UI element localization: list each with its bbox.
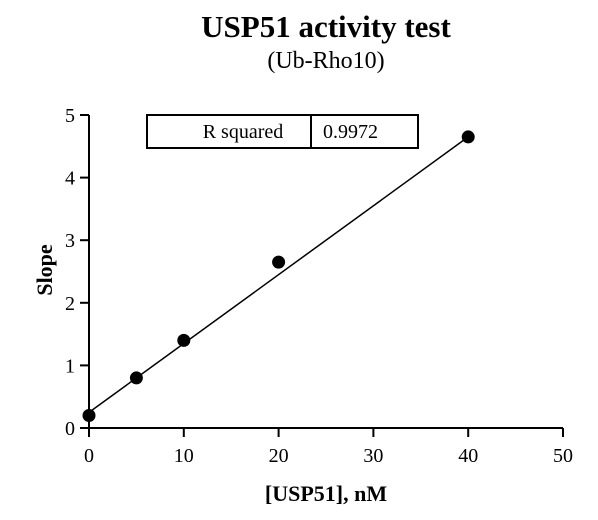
x-tick-label: 0: [84, 445, 94, 467]
x-tick-label: 50: [553, 445, 573, 467]
x-tick-label: 30: [363, 445, 383, 467]
r-squared-value: 0.9972: [323, 121, 378, 143]
data-point: [129, 371, 143, 385]
data-point: [177, 333, 191, 347]
y-tick-label: 5: [65, 105, 75, 127]
chart-title: USP51 activity test: [201, 9, 451, 44]
y-tick-label: 4: [65, 168, 75, 190]
x-tick-label: 10: [174, 445, 194, 467]
y-axis-label: Slope: [32, 244, 57, 296]
data-point: [82, 408, 96, 422]
y-tick-label: 1: [65, 355, 75, 377]
data-point: [272, 255, 286, 269]
x-tick-label: 20: [269, 445, 289, 467]
x-tick-label: 40: [458, 445, 478, 467]
data-point: [461, 130, 475, 144]
x-axis-label: [USP51], nM: [265, 481, 387, 506]
y-axis-ticks: 0 1 2 3 4 5: [65, 105, 89, 440]
y-tick-label: 2: [65, 293, 75, 315]
r-squared-table: R squared 0.9972: [146, 114, 419, 149]
r-squared-table-border: [146, 114, 419, 149]
y-tick-label: 0: [65, 418, 75, 440]
y-tick-label: 3: [65, 230, 75, 252]
r-squared-label: R squared: [203, 121, 284, 143]
x-axis-ticks: 0 10 20 30 40 50: [84, 428, 573, 467]
chart-subtitle: (Ub-Rho10): [267, 48, 384, 74]
regression-line: [88, 136, 469, 413]
data-points: [82, 130, 475, 422]
